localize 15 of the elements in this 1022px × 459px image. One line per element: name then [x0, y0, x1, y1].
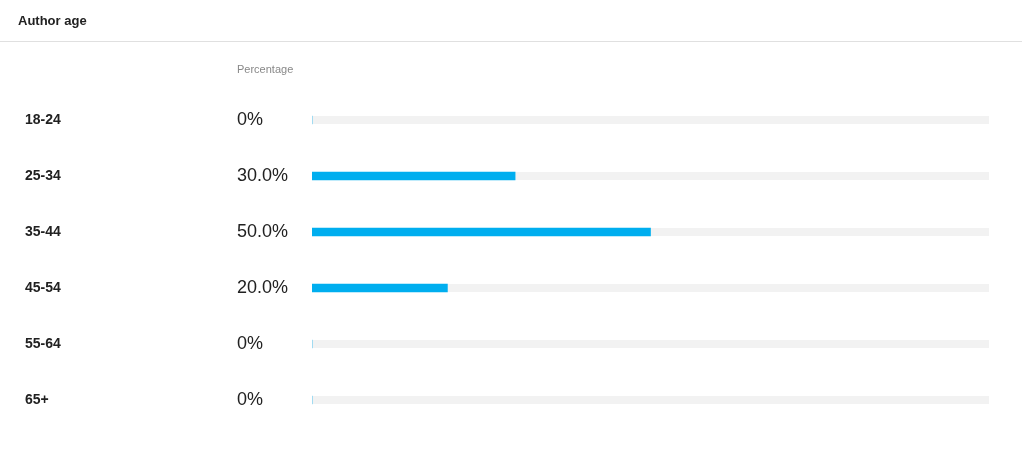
data-label: 0% — [237, 332, 264, 353]
y-tick-label: 55-64 — [25, 334, 62, 351]
data-label: 50.0% — [237, 220, 289, 241]
y-tick-label: 25-34 — [25, 166, 62, 183]
text: Author age — [0, 0, 1022, 42]
data-label: 30.0% — [237, 164, 289, 185]
y-tick-label: 65+ — [25, 390, 49, 407]
data-label: 0% — [237, 108, 264, 129]
y-tick-label: 18-24 — [25, 110, 62, 127]
y-tick-label: 45-54 — [25, 278, 62, 295]
data-label: 20.0% — [237, 276, 289, 297]
data-label: 0% — [237, 388, 264, 409]
x-axis-title: Percentage — [237, 63, 294, 76]
bar — [312, 283, 448, 293]
y-tick-label: 35-44 — [25, 222, 62, 239]
